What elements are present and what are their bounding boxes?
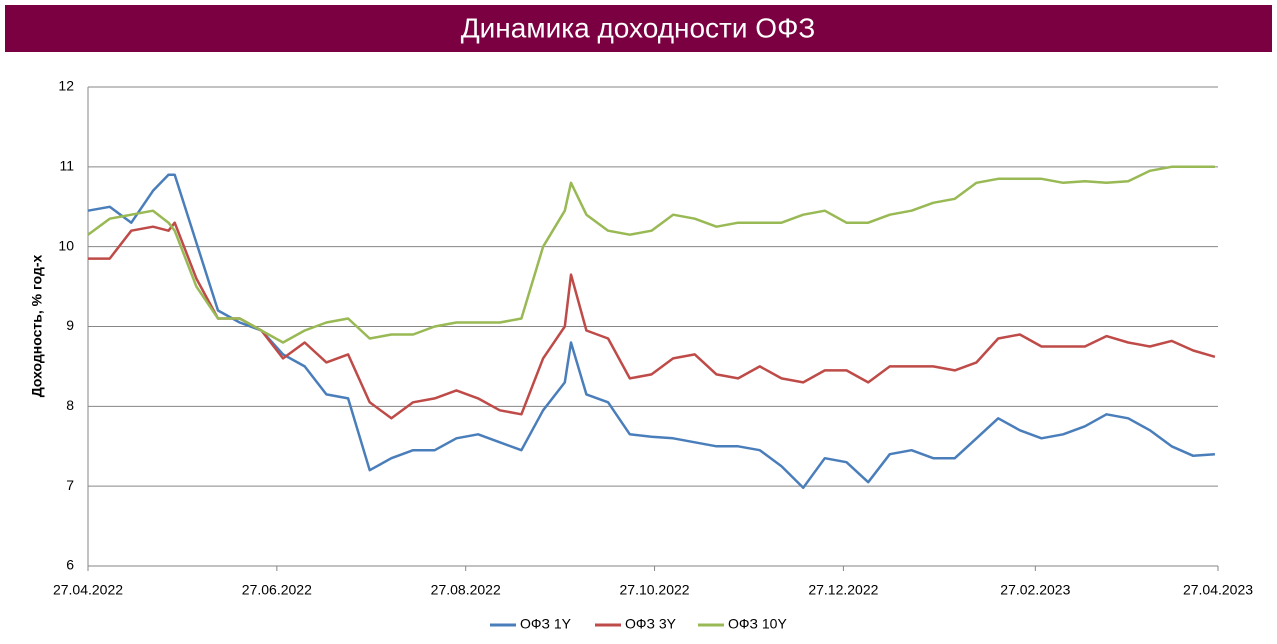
series-line	[87, 173, 1215, 490]
chart-title: Динамика доходности ОФЗ	[461, 12, 816, 43]
y-tick-label: 6	[66, 557, 74, 573]
y-tick-label: 12	[58, 78, 74, 94]
x-tick-label: 27.06.2022	[242, 582, 312, 598]
y-tick-label: 10	[58, 237, 74, 253]
x-tick-label: 27.04.2023	[1183, 582, 1253, 598]
legend-label: ОФЗ 10Y	[728, 616, 787, 632]
y-tick-label: 9	[66, 317, 74, 333]
x-tick-label: 27.10.2022	[620, 582, 690, 598]
legend-label: ОФЗ 1Y	[520, 616, 572, 632]
x-tick-label: 27.12.2022	[808, 582, 878, 598]
title-banner	[5, 5, 1272, 52]
x-tick-label: 27.04.2022	[53, 582, 123, 598]
series-line	[87, 165, 1215, 344]
legend-label: ОФЗ 3Y	[625, 616, 677, 632]
x-tick-label: 27.08.2022	[431, 582, 501, 598]
y-axis-label: Доходность, % год-х	[29, 254, 45, 397]
series-line	[88, 221, 1216, 420]
y-tick-label: 7	[66, 477, 74, 493]
x-tick-label: 27.02.2023	[1000, 582, 1070, 598]
y-tick-label: 8	[66, 397, 74, 413]
y-tick-label: 11	[59, 158, 74, 174]
